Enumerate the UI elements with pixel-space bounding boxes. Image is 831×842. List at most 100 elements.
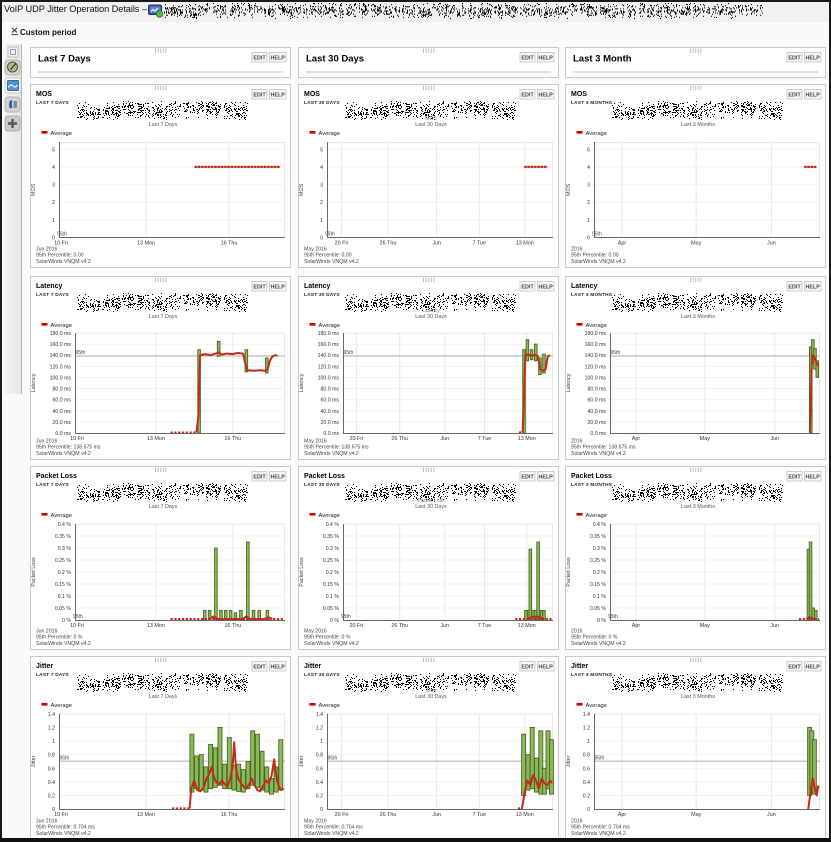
svg-text:0 %: 0 %	[597, 618, 606, 624]
svg-text:1.4: 1.4	[582, 711, 589, 717]
svg-text:Jun: Jun	[432, 241, 441, 247]
svg-text:0.4 %: 0.4 %	[592, 522, 606, 528]
svg-text:0.15 %: 0.15 %	[589, 582, 606, 588]
svg-text:1: 1	[587, 739, 590, 745]
svg-text:Jun: Jun	[770, 623, 779, 629]
svg-text:Average: Average	[585, 703, 607, 709]
svg-text:95th Percentile: 0.00: 95th Percentile: 0.00	[36, 253, 84, 259]
svg-text:0: 0	[587, 236, 590, 242]
svg-text:26 Thu: 26 Thu	[391, 436, 408, 442]
svg-text:Apr: Apr	[631, 623, 640, 629]
svg-text:16 Thu: 16 Thu	[225, 623, 242, 629]
svg-text:7 Tue: 7 Tue	[477, 436, 491, 442]
svg-text:2016: 2016	[571, 247, 583, 253]
svg-text:HELP: HELP	[805, 55, 820, 61]
svg-text:0.8: 0.8	[48, 752, 55, 758]
svg-text:0.2 %: 0.2 %	[325, 570, 339, 576]
svg-text:95th: 95th	[610, 350, 620, 356]
svg-text:EDIT: EDIT	[521, 474, 534, 480]
svg-text:Last 3 Months: Last 3 Months	[681, 314, 715, 320]
svg-text:0.6: 0.6	[582, 766, 589, 772]
svg-text:Jitter: Jitter	[566, 755, 572, 767]
svg-text:Last 30 Days: Last 30 Days	[415, 314, 447, 320]
svg-text:40.0 ms: 40.0 ms	[587, 408, 606, 414]
svg-text:EDIT: EDIT	[253, 284, 266, 290]
svg-text:HELP: HELP	[538, 55, 553, 61]
svg-text:Latency: Latency	[31, 373, 37, 392]
svg-text:13 Mon: 13 Mon	[515, 812, 533, 818]
svg-text:LAST 7 DAYS: LAST 7 DAYS	[36, 100, 70, 106]
svg-text:Average: Average	[585, 131, 607, 137]
svg-text:0: 0	[320, 236, 323, 242]
svg-text:Jun: Jun	[767, 241, 776, 247]
svg-text:SolarWinds VNQM v4.2: SolarWinds VNQM v4.2	[36, 450, 91, 456]
svg-text:HELP: HELP	[271, 93, 286, 99]
svg-text:16 Thu: 16 Thu	[221, 241, 238, 247]
svg-text:Jitter: Jitter	[36, 663, 53, 670]
svg-text:Last 3 Months: Last 3 Months	[681, 694, 715, 700]
svg-text:95th Percentile: 138.675 ms: 95th Percentile: 138.675 ms	[304, 444, 369, 450]
svg-text:0: 0	[587, 807, 590, 813]
svg-text:Latency: Latency	[304, 283, 331, 290]
svg-text:95th: 95th	[76, 350, 86, 356]
svg-text:13 Mon: 13 Mon	[515, 241, 533, 247]
svg-text:95th: 95th	[325, 232, 335, 238]
svg-text:May: May	[699, 436, 709, 442]
svg-text:Latency: Latency	[299, 373, 305, 392]
svg-text:Packet Loss: Packet Loss	[566, 557, 572, 587]
svg-text:20 Fri: 20 Fri	[349, 436, 363, 442]
svg-text:0.2: 0.2	[582, 793, 589, 799]
svg-text:120.0 ms: 120.0 ms	[50, 364, 72, 370]
svg-text:100.0 ms: 100.0 ms	[317, 375, 339, 381]
svg-text:0.4: 0.4	[315, 779, 322, 785]
svg-text:40.0 ms: 40.0 ms	[320, 408, 339, 414]
svg-text:0.8: 0.8	[315, 752, 322, 758]
svg-text:0.35 %: 0.35 %	[589, 534, 606, 540]
svg-text:Last 7 Days: Last 7 Days	[149, 314, 178, 320]
svg-text:1: 1	[587, 218, 590, 224]
svg-text:EDIT: EDIT	[253, 664, 266, 670]
svg-text:Average: Average	[318, 703, 340, 709]
svg-text:SolarWinds VNQM v4.2: SolarWinds VNQM v4.2	[36, 259, 91, 265]
svg-text:Last 7 Days: Last 7 Days	[149, 694, 178, 700]
svg-text:0.0 ms: 0.0 ms	[323, 431, 339, 437]
svg-text:Latency: Latency	[566, 373, 572, 392]
svg-text:10 Fri: 10 Fri	[54, 241, 68, 247]
svg-text:1: 1	[52, 218, 55, 224]
svg-text:0.35 %: 0.35 %	[322, 534, 339, 540]
svg-text:2: 2	[52, 200, 55, 206]
svg-text:HELP: HELP	[805, 474, 820, 480]
svg-text:0.4 %: 0.4 %	[58, 522, 72, 528]
svg-text:Last 30 Days: Last 30 Days	[415, 504, 447, 510]
svg-text:Apr: Apr	[617, 241, 626, 247]
svg-text:May 2016: May 2016	[304, 628, 327, 634]
svg-text:LAST 7 DAYS: LAST 7 DAYS	[36, 672, 70, 678]
svg-text:100.0 ms: 100.0 ms	[50, 375, 72, 381]
svg-text:0.05 %: 0.05 %	[589, 606, 606, 612]
svg-text:4: 4	[52, 165, 55, 171]
svg-text:May: May	[691, 241, 701, 247]
svg-text:EDIT: EDIT	[521, 93, 534, 99]
svg-text:1: 1	[320, 739, 323, 745]
svg-text:2: 2	[587, 200, 590, 206]
svg-text:Jun 2016: Jun 2016	[36, 628, 57, 634]
svg-text:Latency: Latency	[36, 283, 63, 290]
svg-text:MOS: MOS	[566, 183, 572, 196]
svg-text:26 Thu: 26 Thu	[379, 241, 396, 247]
svg-text:0.35 %: 0.35 %	[55, 534, 72, 540]
svg-text:95th: 95th	[594, 755, 604, 761]
svg-text:SolarWinds VNQM v4.2: SolarWinds VNQM v4.2	[571, 830, 626, 836]
svg-text:Last 30 Days: Last 30 Days	[306, 53, 364, 64]
svg-text:MOS: MOS	[31, 183, 37, 196]
svg-text:4: 4	[320, 165, 323, 171]
svg-text:60.0 ms: 60.0 ms	[320, 397, 339, 403]
svg-text:180.0 ms: 180.0 ms	[50, 331, 72, 337]
svg-text:Jitter: Jitter	[299, 755, 305, 767]
svg-text:Jitter: Jitter	[304, 663, 321, 670]
svg-text:Latency: Latency	[571, 283, 598, 290]
svg-text:95th Percentile: 0.704 ms: 95th Percentile: 0.704 ms	[571, 824, 630, 830]
svg-text:SolarWinds VNQM v4.2: SolarWinds VNQM v4.2	[36, 830, 91, 836]
svg-text:EDIT: EDIT	[253, 55, 266, 61]
svg-text:HELP: HELP	[538, 664, 553, 670]
svg-text:0.0 ms: 0.0 ms	[590, 431, 606, 437]
